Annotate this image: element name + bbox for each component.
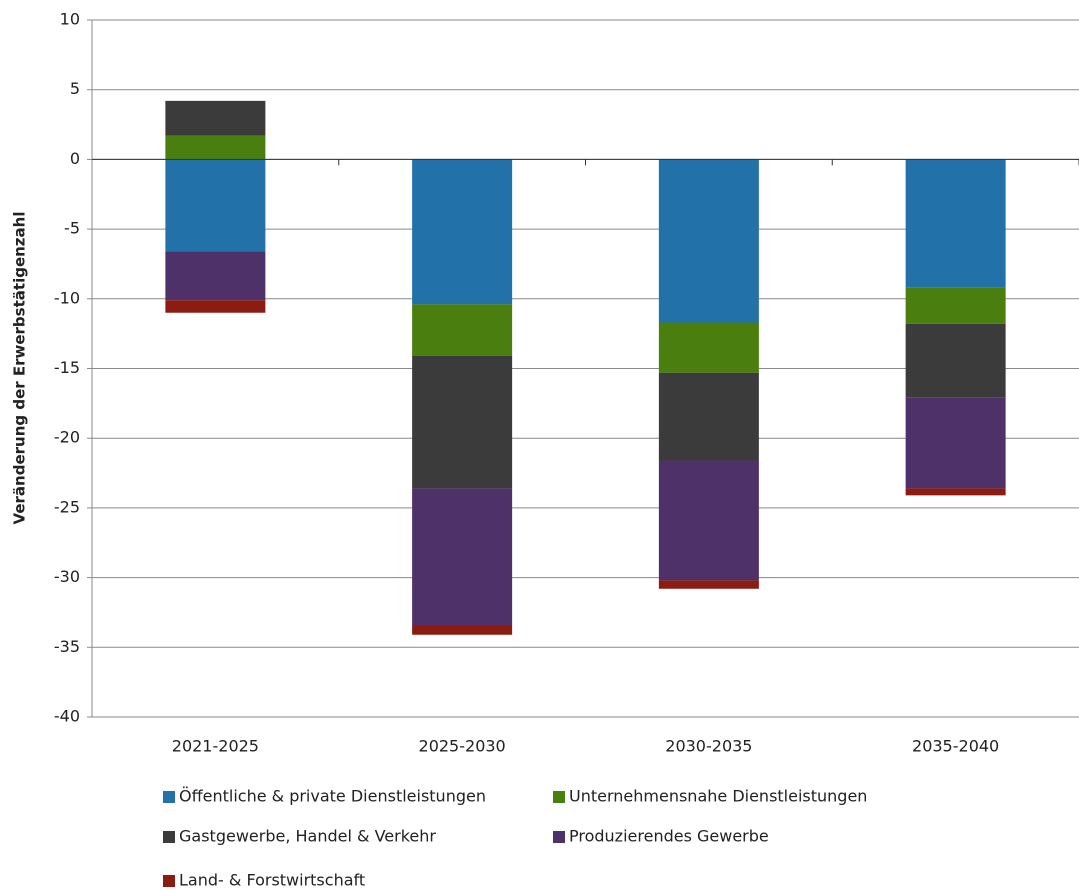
y-tick-label: -5 xyxy=(64,219,80,238)
y-tick-label: -20 xyxy=(54,428,80,447)
legend-label: Produzierendes Gewerbe xyxy=(569,827,769,846)
legend-swatch xyxy=(163,831,175,843)
bar-segment xyxy=(658,372,759,461)
y-tick-label: -25 xyxy=(54,497,80,516)
bar-segment xyxy=(412,355,513,489)
bar-segment xyxy=(412,159,513,305)
bar-segment xyxy=(905,159,1006,288)
bar-segment xyxy=(165,135,266,160)
y-tick-label: -10 xyxy=(54,288,80,307)
bar-segment xyxy=(165,100,266,136)
x-tick-label: 2021-2025 xyxy=(172,737,259,756)
legend-label: Unternehmensnahe Dienstleistungen xyxy=(569,787,867,806)
bar-segment xyxy=(658,580,759,589)
x-tick-label: 2030-2035 xyxy=(665,737,752,756)
bar-segment xyxy=(412,488,513,625)
bar-segment xyxy=(165,251,266,301)
y-tick-label: 0 xyxy=(70,149,80,168)
bar-segment xyxy=(905,488,1006,496)
bar-segment xyxy=(905,397,1006,489)
y-tick-label: -15 xyxy=(54,358,80,377)
legend-label: Gastgewerbe, Handel & Verkehr xyxy=(179,827,436,846)
bar-segment xyxy=(658,322,759,373)
bar-segment xyxy=(658,159,759,323)
y-tick-label: 5 xyxy=(70,79,80,98)
y-tick-label: -35 xyxy=(54,637,80,656)
x-tick-label: 2025-2030 xyxy=(419,737,506,756)
legend-label: Öffentliche & private Dienstleistungen xyxy=(179,787,486,806)
legend-swatch xyxy=(553,791,565,803)
legend-swatch xyxy=(553,831,565,843)
bar-segment xyxy=(412,304,513,356)
legend-swatch xyxy=(163,791,175,803)
bar-segment xyxy=(905,287,1006,324)
bar-segment xyxy=(658,460,759,581)
x-tick-label: 2035-2040 xyxy=(912,737,999,756)
legend-swatch xyxy=(163,875,175,887)
bar-segment xyxy=(165,159,266,252)
bar-segment xyxy=(905,323,1006,398)
bar-segment xyxy=(412,624,513,635)
y-axis-label: Veränderung der Erwerbstätigenzahl xyxy=(11,212,29,525)
bar-segment xyxy=(165,300,266,313)
legend-label: Land- & Forstwirtschaft xyxy=(179,871,365,890)
y-tick-label: -40 xyxy=(54,707,80,726)
y-tick-label: -30 xyxy=(54,567,80,586)
y-tick-label: 10 xyxy=(60,10,80,29)
